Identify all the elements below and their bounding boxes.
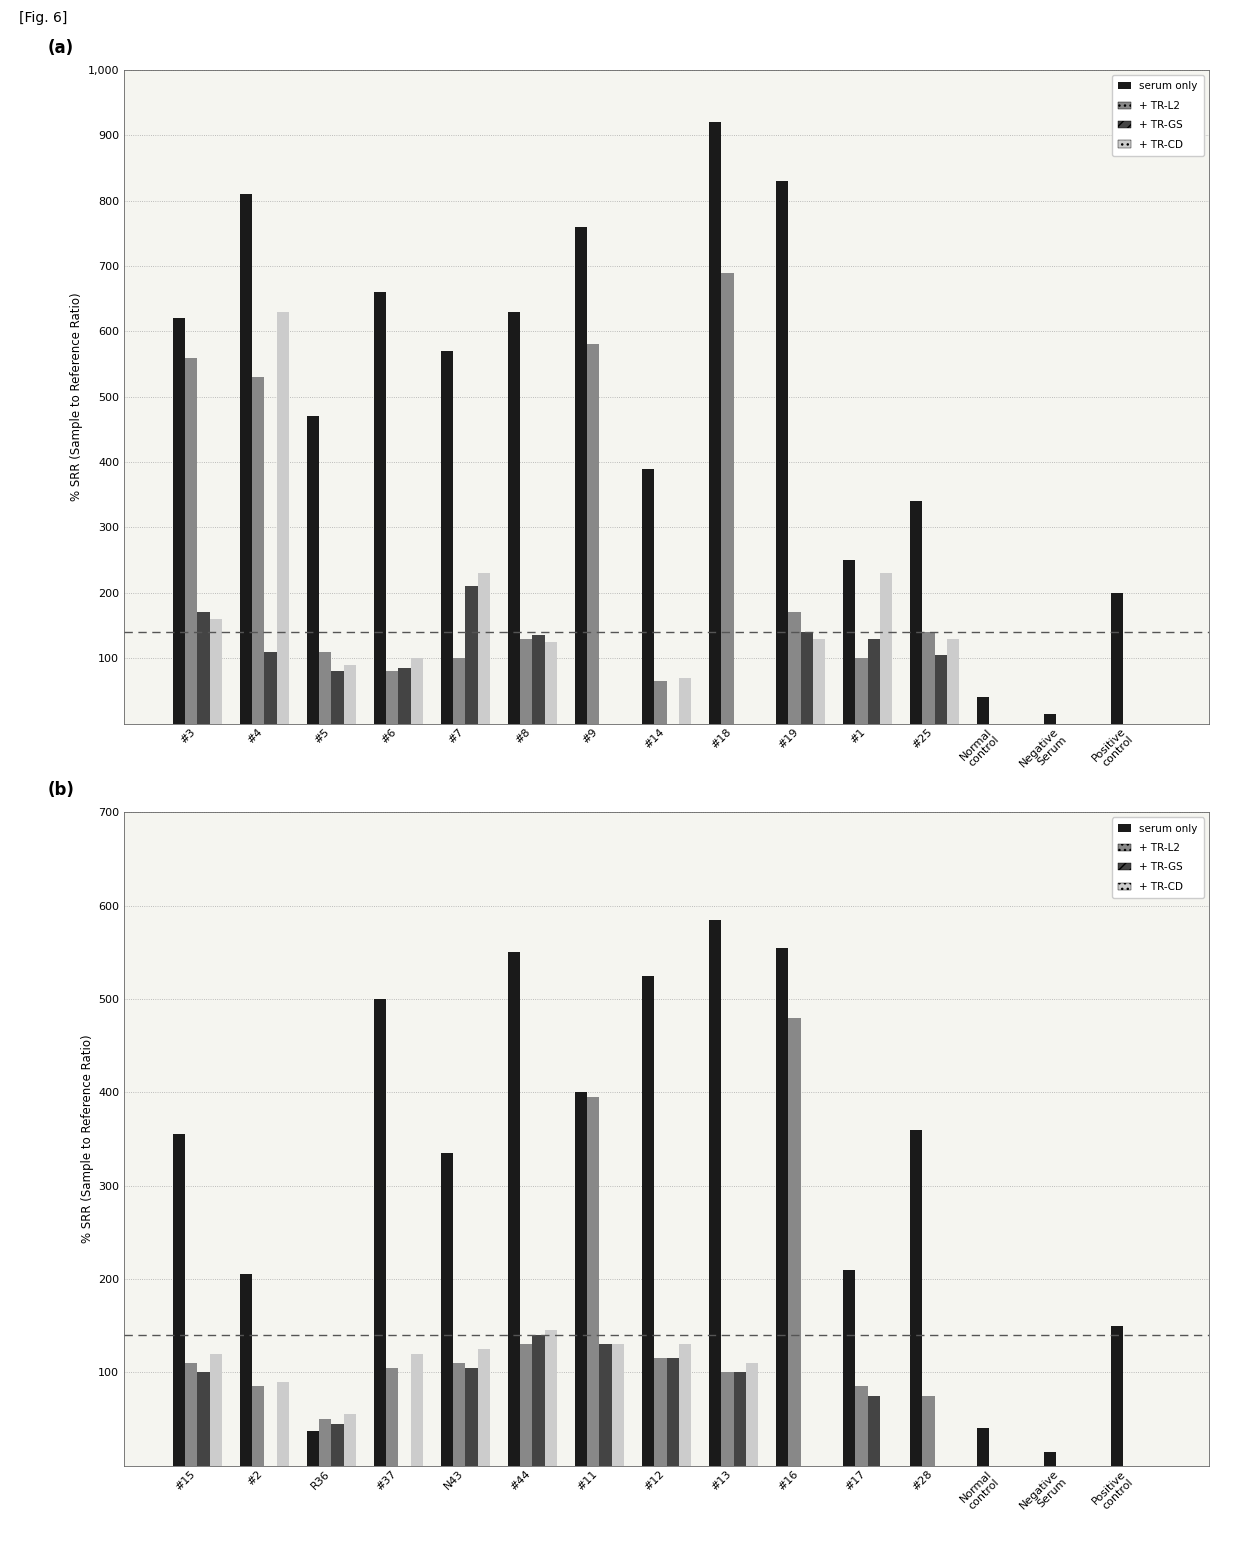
Bar bbox=[1111, 593, 1123, 724]
Bar bbox=[454, 658, 465, 724]
Bar bbox=[465, 587, 477, 724]
Bar bbox=[575, 1092, 588, 1466]
Bar bbox=[508, 952, 521, 1466]
Bar bbox=[343, 664, 356, 724]
Bar bbox=[709, 920, 722, 1466]
Bar bbox=[441, 352, 454, 724]
Bar bbox=[678, 678, 691, 724]
Bar bbox=[879, 573, 892, 724]
Bar bbox=[174, 319, 185, 724]
Bar bbox=[910, 1130, 923, 1466]
Bar bbox=[776, 948, 789, 1466]
Bar bbox=[1044, 1452, 1056, 1466]
Bar bbox=[210, 1354, 222, 1466]
Bar bbox=[441, 1153, 454, 1466]
Bar bbox=[923, 632, 935, 724]
Bar bbox=[521, 1344, 532, 1466]
Bar bbox=[331, 1424, 343, 1466]
Bar bbox=[343, 1414, 356, 1466]
Bar bbox=[532, 1335, 544, 1466]
Bar bbox=[709, 123, 722, 724]
Bar bbox=[387, 671, 398, 724]
Bar bbox=[611, 1344, 624, 1466]
Bar bbox=[946, 638, 959, 724]
Bar bbox=[734, 1372, 745, 1466]
Bar bbox=[174, 1134, 185, 1466]
Bar bbox=[374, 293, 387, 724]
Bar bbox=[923, 1396, 935, 1466]
Bar bbox=[868, 1396, 879, 1466]
Bar bbox=[575, 227, 588, 724]
Bar bbox=[277, 1382, 289, 1466]
Bar bbox=[789, 613, 801, 724]
Bar bbox=[185, 1363, 197, 1466]
Bar bbox=[789, 1018, 801, 1466]
Bar bbox=[1111, 1326, 1123, 1466]
Bar bbox=[655, 682, 667, 724]
Bar bbox=[465, 1368, 477, 1466]
Bar bbox=[843, 1270, 856, 1466]
Bar bbox=[642, 976, 655, 1466]
Bar bbox=[477, 1349, 490, 1466]
Y-axis label: % SRR (Sample to Reference Ratio): % SRR (Sample to Reference Ratio) bbox=[71, 293, 83, 501]
Bar bbox=[197, 613, 210, 724]
Bar bbox=[642, 468, 655, 724]
Bar bbox=[856, 658, 868, 724]
Bar bbox=[241, 1274, 253, 1466]
Bar bbox=[387, 1368, 398, 1466]
Bar bbox=[722, 1372, 734, 1466]
Bar bbox=[410, 658, 423, 724]
Bar bbox=[277, 311, 289, 724]
Bar bbox=[910, 501, 923, 724]
Bar bbox=[776, 180, 789, 724]
Bar bbox=[508, 311, 521, 724]
Text: (b): (b) bbox=[48, 781, 74, 800]
Bar bbox=[398, 668, 410, 724]
Bar bbox=[210, 619, 222, 724]
Bar bbox=[331, 671, 343, 724]
Bar bbox=[544, 641, 557, 724]
Bar bbox=[264, 652, 277, 724]
Bar bbox=[454, 1363, 465, 1466]
Bar bbox=[856, 1386, 868, 1466]
Bar bbox=[320, 652, 331, 724]
Y-axis label: % SRR (Sample to Reference Ratio): % SRR (Sample to Reference Ratio) bbox=[81, 1035, 94, 1243]
Bar bbox=[521, 638, 532, 724]
Bar bbox=[843, 560, 856, 724]
Bar bbox=[801, 632, 812, 724]
Bar bbox=[532, 635, 544, 724]
Bar bbox=[1044, 714, 1056, 724]
Text: [Fig. 6]: [Fig. 6] bbox=[19, 11, 67, 25]
Bar bbox=[935, 655, 946, 724]
Bar bbox=[253, 1386, 264, 1466]
Bar bbox=[977, 1428, 990, 1466]
Bar bbox=[197, 1372, 210, 1466]
Bar bbox=[599, 1344, 611, 1466]
Legend: serum only, + TR-L2, + TR-GS, + TR-CD: serum only, + TR-L2, + TR-GS, + TR-CD bbox=[1112, 817, 1204, 898]
Bar bbox=[977, 697, 990, 724]
Bar bbox=[477, 573, 490, 724]
Bar bbox=[588, 344, 599, 724]
Bar bbox=[667, 1358, 678, 1466]
Bar bbox=[320, 1419, 331, 1466]
Bar bbox=[678, 1344, 691, 1466]
Bar bbox=[588, 1097, 599, 1466]
Bar bbox=[745, 1363, 758, 1466]
Bar bbox=[185, 358, 197, 724]
Bar bbox=[868, 638, 879, 724]
Bar bbox=[374, 999, 387, 1466]
Legend: serum only, + TR-L2, + TR-GS, + TR-CD: serum only, + TR-L2, + TR-GS, + TR-CD bbox=[1112, 75, 1204, 156]
Bar bbox=[544, 1330, 557, 1466]
Text: (a): (a) bbox=[48, 39, 74, 58]
Bar bbox=[812, 638, 825, 724]
Bar bbox=[308, 417, 320, 724]
Bar bbox=[308, 1432, 320, 1466]
Bar bbox=[655, 1358, 667, 1466]
Bar bbox=[722, 272, 734, 724]
Bar bbox=[241, 194, 253, 724]
Bar bbox=[410, 1354, 423, 1466]
Bar bbox=[253, 377, 264, 724]
